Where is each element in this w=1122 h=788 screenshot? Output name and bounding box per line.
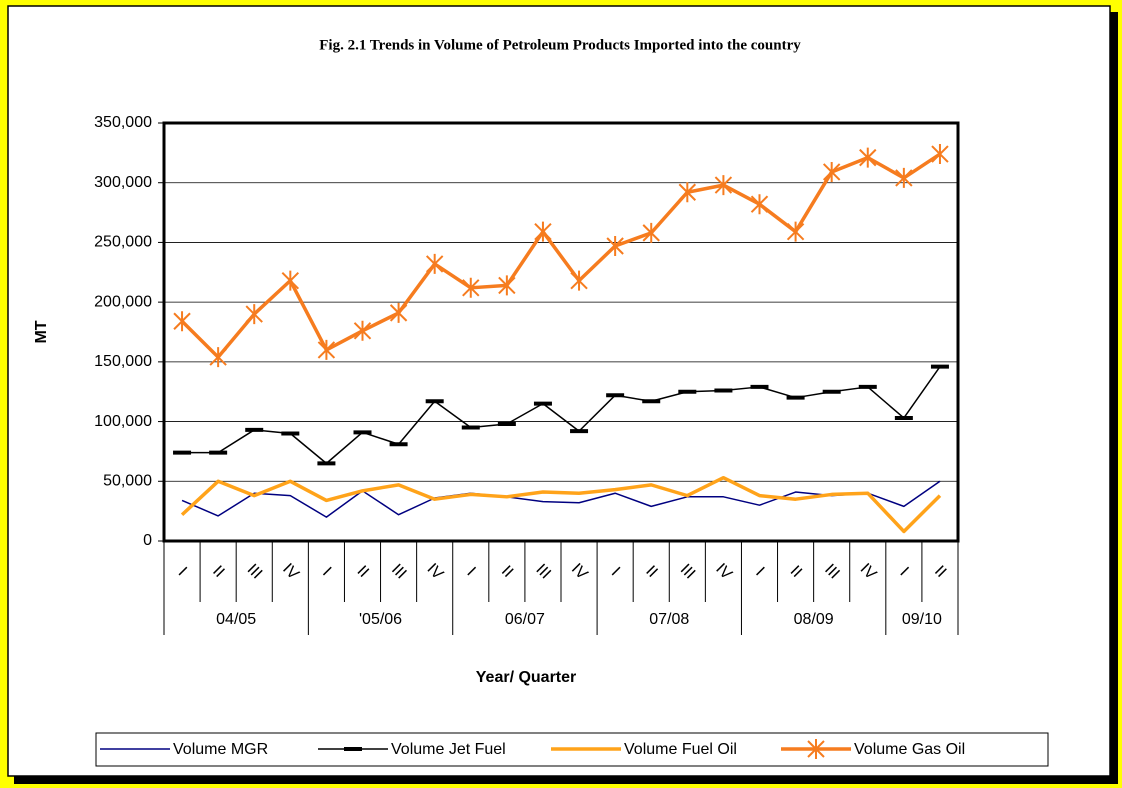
legend-label: Volume Fuel Oil	[624, 741, 737, 758]
x-group-label: 07/08	[649, 611, 689, 628]
x-group-label: 06/07	[505, 611, 545, 628]
y-tick-label: 250,000	[94, 234, 152, 251]
series-line	[182, 366, 941, 465]
point	[822, 161, 841, 182]
point	[534, 221, 552, 242]
point	[281, 270, 300, 291]
legend-marker	[807, 739, 825, 759]
x-group-label: '05/06	[359, 611, 402, 628]
point	[786, 221, 805, 242]
y-tick-label: 50,000	[103, 473, 152, 490]
point	[931, 144, 949, 165]
x-group-label: 09/10	[902, 611, 942, 628]
y-axis-title: MT	[33, 320, 50, 343]
x-group-label: 04/05	[216, 611, 256, 628]
legend-label: Volume Jet Fuel	[391, 741, 506, 758]
point	[895, 167, 913, 188]
point	[425, 253, 444, 274]
point	[317, 339, 336, 360]
legend-label: Volume MGR	[173, 741, 268, 758]
series-line	[180, 152, 941, 359]
series-line	[181, 480, 941, 518]
point	[750, 194, 769, 215]
point	[498, 275, 516, 296]
point	[209, 347, 227, 368]
point	[678, 182, 697, 203]
point	[606, 236, 624, 257]
y-tick-label: 0	[143, 532, 152, 549]
y-tick-label: 100,000	[94, 413, 152, 430]
point	[245, 304, 263, 325]
series-line	[180, 475, 942, 534]
point	[173, 311, 191, 332]
point	[570, 270, 588, 291]
legend-label: Volume Gas Oil	[854, 741, 965, 758]
x-group-label: 08/09	[794, 611, 834, 628]
y-tick-label: 200,000	[94, 293, 152, 310]
point	[389, 302, 408, 323]
point	[353, 320, 372, 341]
y-tick-label: 350,000	[94, 114, 152, 131]
point	[859, 147, 877, 168]
y-tick-label: 150,000	[94, 353, 152, 370]
point	[714, 175, 733, 196]
point	[462, 277, 480, 298]
x-axis-title: Year/ Quarter	[476, 669, 577, 686]
frame	[7, 5, 1111, 777]
chart-title: Fig. 2.1 Trends in Volume of Petroleum P…	[319, 37, 801, 53]
point	[642, 222, 660, 243]
y-tick-label: 300,000	[94, 174, 152, 191]
